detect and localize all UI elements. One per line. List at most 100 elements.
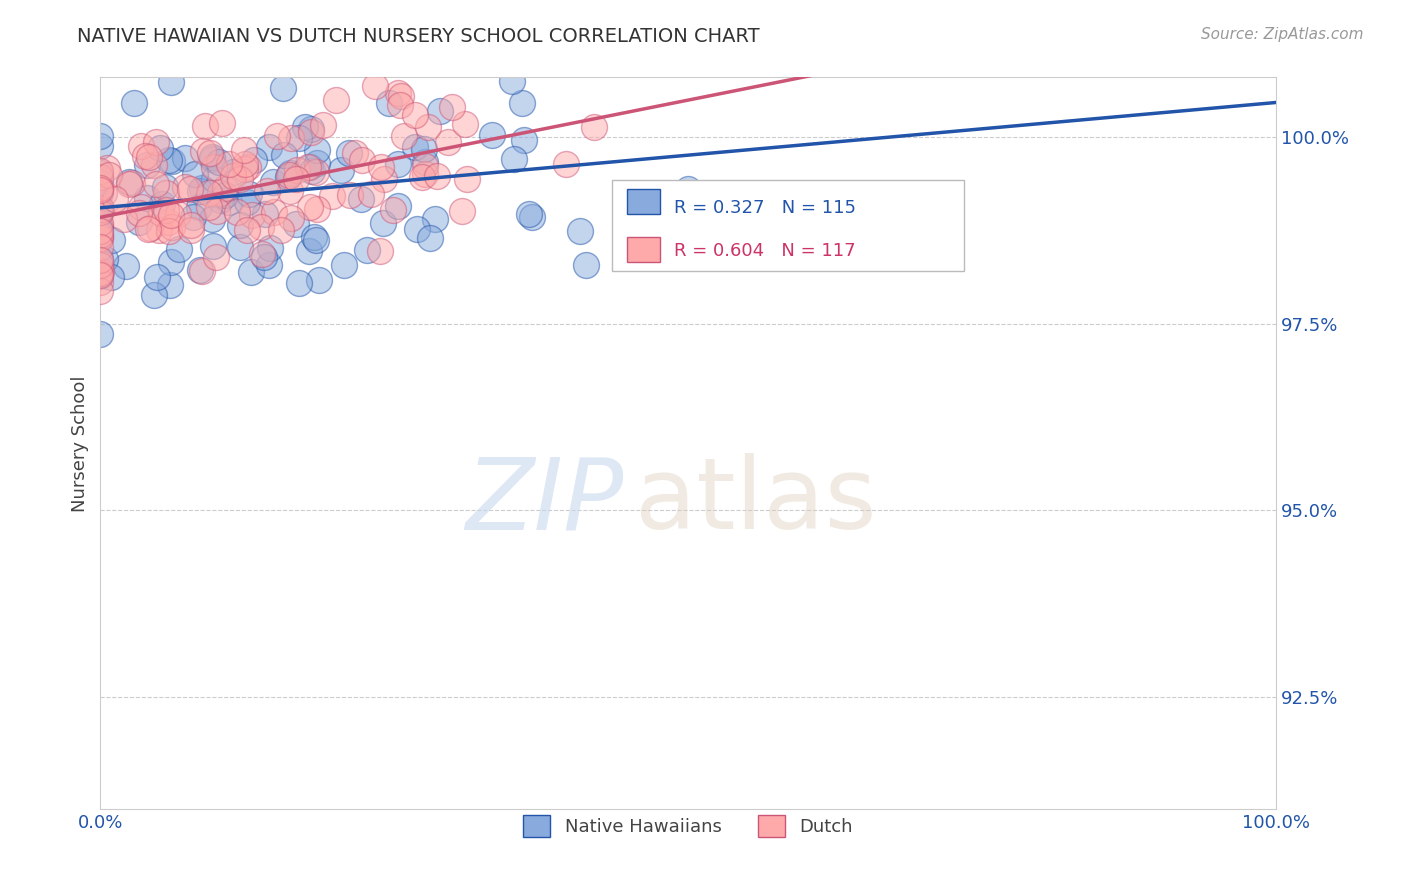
Point [229,172,252,186]
Point [225,205,247,219]
Point [89,202,111,217]
Point [554,157,576,171]
Text: NATIVE HAWAIIAN VS DUTCH NURSERY SCHOOL CORRELATION CHART: NATIVE HAWAIIAN VS DUTCH NURSERY SCHOOL … [77,27,761,45]
Point [208,155,231,169]
Point [297,160,319,174]
Point [582,120,605,135]
Point [89,221,111,235]
Point [121,176,143,190]
FancyBboxPatch shape [627,237,659,262]
Point [211,116,233,130]
Point [278,184,301,198]
Point [273,81,295,95]
Point [89,228,111,243]
Point [294,120,316,134]
Point [90,264,112,278]
Point [520,211,543,225]
Point [129,139,152,153]
Point [305,233,328,247]
Point [155,202,177,217]
Point [423,212,446,227]
Point [284,172,307,186]
Point [89,231,111,245]
Point [143,288,166,302]
Point [205,203,228,218]
Point [339,188,361,202]
Point [191,145,214,159]
Point [314,51,336,65]
Point [337,146,360,161]
Point [174,180,197,194]
Point [513,133,536,147]
Point [160,75,183,89]
Point [201,212,224,227]
Point [257,140,280,154]
Point [145,135,167,149]
Point [350,192,373,206]
Point [305,164,328,178]
Point [89,224,111,238]
Point [232,144,254,158]
Point [89,175,111,189]
Point [385,21,408,35]
Point [238,160,260,174]
Point [145,177,167,191]
Point [510,95,533,110]
Point [150,196,173,211]
Point [89,169,111,184]
Point [413,160,436,174]
Point [278,168,301,182]
Point [89,138,111,153]
Point [128,206,150,220]
Point [240,208,263,222]
Point [413,142,436,156]
Point [198,145,221,160]
Point [89,216,111,230]
Point [201,152,224,166]
Point [118,177,141,191]
Point [284,217,307,231]
Point [392,129,415,144]
Point [98,168,121,182]
Point [89,269,111,284]
Point [89,326,111,341]
Point [262,175,284,189]
Point [153,179,176,194]
Point [89,166,111,180]
Point [429,103,451,118]
Point [277,169,299,184]
Point [218,194,240,209]
Text: R = 0.327   N = 115: R = 0.327 N = 115 [673,199,856,217]
Point [197,186,219,201]
Point [131,201,153,215]
Point [236,223,259,237]
Point [517,207,540,221]
Point [350,153,373,167]
Point [122,96,145,111]
Point [298,201,321,215]
Point [115,259,138,273]
Point [89,180,111,194]
Text: ZIP: ZIP [465,453,623,550]
Point [89,129,111,144]
Point [321,189,343,203]
Point [329,163,352,178]
Point [280,211,302,225]
Point [344,146,367,161]
Point [138,220,160,235]
Point [273,147,295,161]
Point [387,157,409,171]
Point [138,150,160,164]
Point [229,218,252,232]
Point [238,186,260,201]
Point [263,205,285,219]
Point [89,182,111,196]
Point [387,199,409,213]
Point [280,131,302,145]
Point [89,231,111,245]
Point [89,268,111,282]
Point [148,223,170,237]
Point [89,206,111,220]
Point [266,128,288,143]
Point [456,171,478,186]
